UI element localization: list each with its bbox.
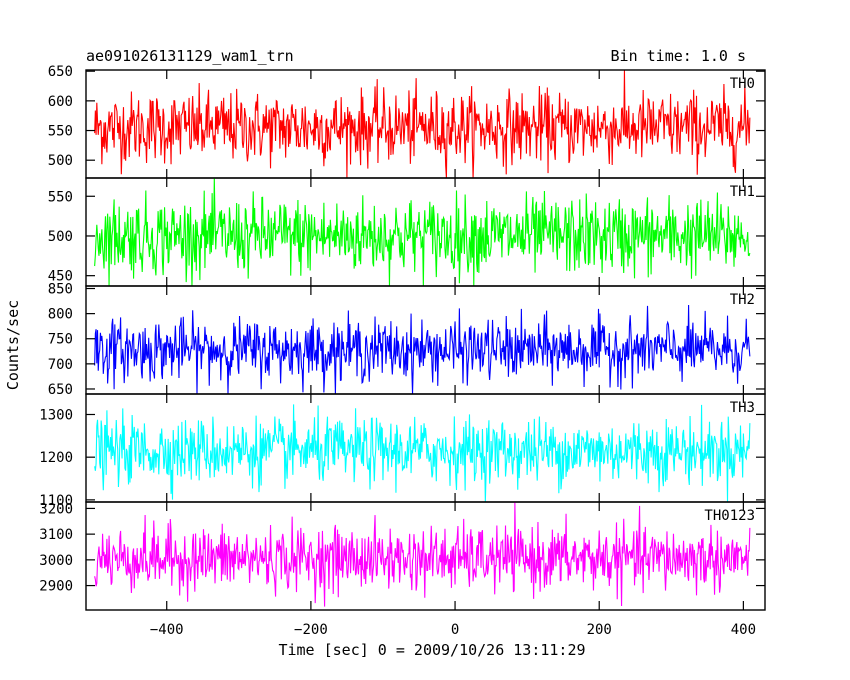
y-tick-label: 600 [48,94,73,110]
series-line-th0123 [94,502,751,607]
series-line-th3 [94,404,751,502]
panel-label-th2: TH2 [730,292,755,308]
x-axis-title: Time [sec] 0 = 2009/10/26 13:11:29 [278,641,585,659]
panel-th0123: 2900 3000 3100 3200 TH0123 [39,501,766,611]
y-tick-label: 3100 [39,527,73,543]
x-tick-label: −400 [150,622,184,638]
y-tick-label: 1200 [39,450,73,466]
series-line-th0 [94,70,751,178]
panel-th3: 1100 1200 1300 TH3 [39,393,766,509]
y-tick-label: 650 [48,382,73,398]
x-tick-label: −200 [294,622,328,638]
panel-th0: 500 550 600 650 TH0 [48,64,766,179]
y-tick-label: 450 [48,269,73,285]
y-tick-label: 2900 [39,579,73,595]
series-line-th2 [94,305,751,394]
panel-th1: 450 500 550 TH1 [48,177,766,287]
y-tick-label: 750 [48,332,73,348]
y-tick-label: 800 [48,307,73,323]
y-tick-label: 1100 [39,493,73,509]
y-tick-label: 3000 [39,553,73,569]
chart-title: ae091026131129_wam1_trn [86,47,294,65]
y-tick-label: 500 [48,153,73,169]
y-tick-label: 1300 [39,407,73,423]
y-tick-label: 550 [48,124,73,140]
panel-label-th0123: TH0123 [704,508,755,524]
x-tick-label: 200 [587,622,612,638]
x-tick-label: 0 [451,622,459,638]
panel-label-th0: TH0 [730,76,755,92]
panel-th2: 650 700 750 800 850 TH2 [48,282,766,398]
y-tick-label: 500 [48,229,73,245]
y-tick-label: 3200 [39,501,73,517]
panel-label-th1: TH1 [730,184,755,200]
series-line-th1 [94,178,751,286]
x-tick-label: 400 [731,622,756,638]
panel-label-th3: TH3 [730,400,755,416]
y-tick-label: 550 [48,189,73,205]
y-tick-label: 850 [48,282,73,298]
panels-group: 500 550 600 650 TH0 450 500 550 TH1 650 700 750 800 8… [39,64,766,638]
bin-time-label: Bin time: 1.0 s [611,47,746,65]
y-axis-title: Counts/sec [4,300,22,390]
panel-frame [85,501,766,611]
y-tick-label: 650 [48,64,73,80]
y-tick-label: 700 [48,357,73,373]
